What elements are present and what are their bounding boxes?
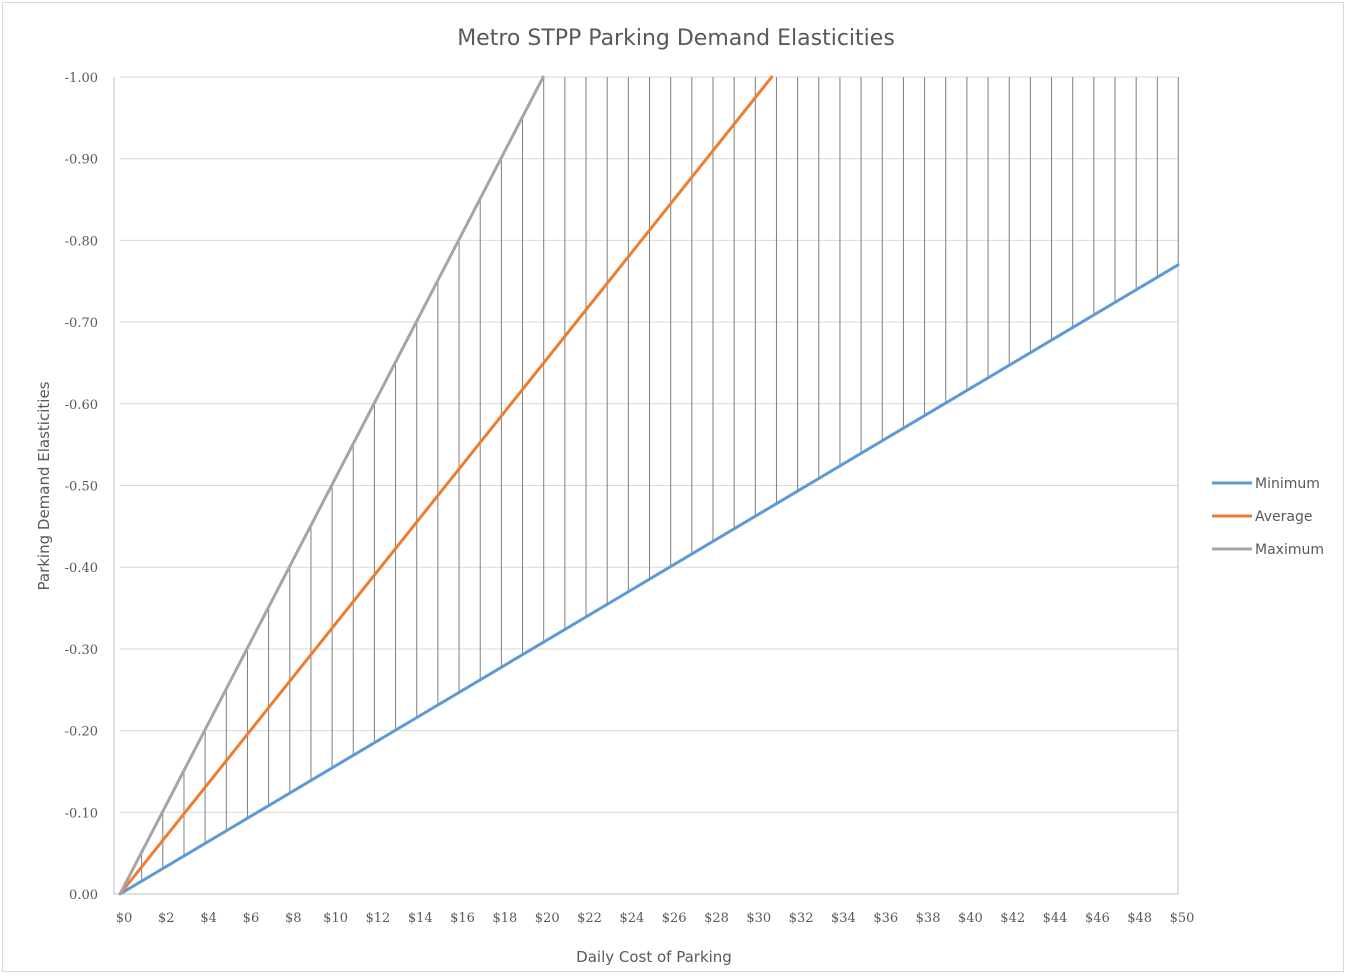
x-tick-label: $26 [662,911,687,926]
legend-label-maximum: Maximum [1255,542,1324,558]
y-axis-label: Parking Demand Elasticities [35,381,53,590]
x-tick-label: $40 [958,911,983,926]
chart-title: Metro STPP Parking Demand Elasticities [457,26,895,51]
legend-label-minimum: Minimum [1255,476,1320,492]
x-tick-label: $48 [1127,911,1152,926]
x-tick-label: $36 [873,911,898,926]
series-line-maximum [118,75,545,896]
drop-lines [141,77,1179,882]
x-axis-ticks: $0 $2 $4 $6 $8 $10 $12 $14 $16 $18 $20 $22 $24 $26 $28… [116,911,1195,926]
x-tick-label: $2 [158,911,175,926]
x-tick-label: $46 [1085,911,1110,926]
series-lines [118,75,1180,896]
y-tick-label: -0.80 [65,234,98,249]
x-tick-label: $28 [704,911,729,926]
y-tick-label: -0.50 [65,480,98,495]
plot-area [113,77,1179,895]
x-tick-label: $32 [789,911,814,926]
y-axis-ticks: 0.00 -0.10 -0.20 -0.30 -0.40 -0.50 -0.60 -0.70 -… [65,71,98,903]
y-tick-label: -0.70 [65,316,98,331]
x-tick-label: $42 [1000,911,1025,926]
x-tick-label: $44 [1043,911,1068,926]
x-tick-label: $6 [243,911,260,926]
x-tick-label: $22 [577,911,602,926]
x-tick-label: $4 [200,911,217,926]
y-tick-label: -0.40 [65,561,98,576]
legend: Minimum Average Maximum [1212,476,1324,558]
y-tick-label: -1.00 [65,71,98,86]
x-tick-label: $38 [916,911,941,926]
series-line-average [118,75,774,896]
x-tick-label: $16 [450,911,475,926]
y-tick-label: 0.00 [69,888,98,903]
x-tick-label: $14 [408,911,433,926]
y-tick-label: -0.20 [65,725,98,740]
x-tick-label: $50 [1170,911,1195,926]
y-tick-label: -0.30 [65,643,98,658]
x-tick-label: $18 [492,911,517,926]
x-tick-label: $8 [285,911,302,926]
x-tick-label: $24 [619,911,644,926]
x-tick-label: $30 [746,911,771,926]
y-tick-label: -0.10 [65,806,98,821]
x-tick-label: $12 [366,911,391,926]
series-line-minimum [118,263,1180,896]
legend-label-average: Average [1255,509,1313,525]
y-tick-label: -0.90 [65,153,98,168]
x-tick-label: $34 [831,911,856,926]
x-tick-label: $20 [535,911,560,926]
x-axis-label: Daily Cost of Parking [576,948,732,966]
x-tick-label: $0 [116,911,133,926]
y-tick-label: -0.60 [65,398,98,413]
x-tick-label: $10 [323,911,348,926]
